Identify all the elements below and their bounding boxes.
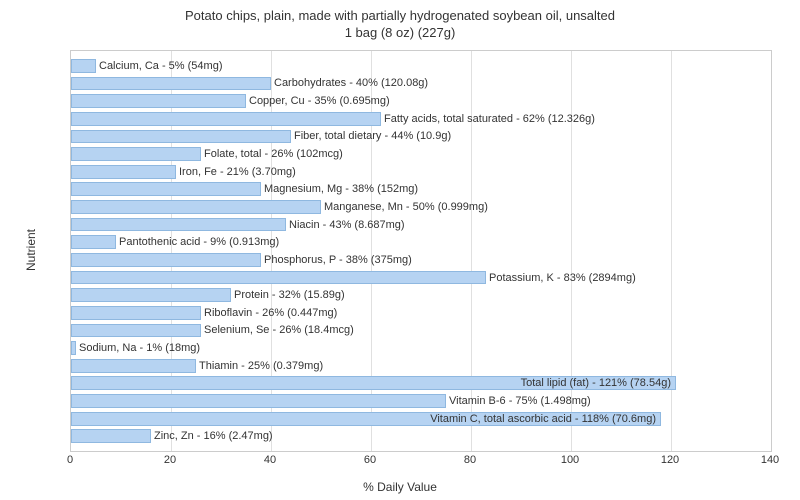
- bar-row: Folate, total - 26% (102mcg): [71, 145, 771, 163]
- nutrient-bar: Iron, Fe - 21% (3.70mg): [71, 165, 176, 179]
- nutrient-bar: Thiamin - 25% (0.379mg): [71, 359, 196, 373]
- nutrition-chart: Potato chips, plain, made with partially…: [0, 0, 800, 500]
- bar-row: Riboflavin - 26% (0.447mg): [71, 304, 771, 322]
- nutrient-bar: Magnesium, Mg - 38% (152mg): [71, 182, 261, 196]
- plot-area: Calcium, Ca - 5% (54mg) Carbohydrates - 4…: [70, 50, 772, 452]
- bar-row: Vitamin C, total ascorbic acid - 118% (7…: [71, 410, 771, 428]
- bar-row: Fatty acids, total saturated - 62% (12.3…: [71, 110, 771, 128]
- bar-row: Iron, Fe - 21% (3.70mg): [71, 163, 771, 181]
- bars-group: Calcium, Ca - 5% (54mg) Carbohydrates - 4…: [71, 57, 771, 445]
- bar-label: Folate, total - 26% (102mcg): [200, 148, 343, 160]
- bar-row: Carbohydrates - 40% (120.08g): [71, 75, 771, 93]
- bar-row: Vitamin B-6 - 75% (1.498mg): [71, 392, 771, 410]
- bar-row: Phosphorus, P - 38% (375mg): [71, 251, 771, 269]
- x-tick-label: 80: [464, 454, 476, 466]
- bar-row: Niacin - 43% (8.687mg): [71, 216, 771, 234]
- nutrient-bar: Selenium, Se - 26% (18.4mcg): [71, 324, 201, 338]
- nutrient-bar: Calcium, Ca - 5% (54mg): [71, 59, 96, 73]
- bar-row: Potassium, K - 83% (2894mg): [71, 269, 771, 287]
- title-line-2: 1 bag (8 oz) (227g): [345, 25, 456, 40]
- nutrient-bar: Riboflavin - 26% (0.447mg): [71, 306, 201, 320]
- bar-label: Pantothenic acid - 9% (0.913mg): [115, 236, 279, 248]
- bar-label: Protein - 32% (15.89g): [230, 289, 345, 301]
- nutrient-bar: Niacin - 43% (8.687mg): [71, 218, 286, 232]
- chart-title: Potato chips, plain, made with partially…: [0, 0, 800, 42]
- nutrient-bar: Protein - 32% (15.89g): [71, 288, 231, 302]
- x-tick-label: 100: [561, 454, 579, 466]
- nutrient-bar: Zinc, Zn - 16% (2.47mg): [71, 429, 151, 443]
- bar-row: Selenium, Se - 26% (18.4mcg): [71, 322, 771, 340]
- bar-label: Copper, Cu - 35% (0.695mg): [245, 95, 390, 107]
- bar-label: Niacin - 43% (8.687mg): [285, 219, 405, 231]
- bar-label: Total lipid (fat) - 121% (78.54g): [521, 377, 671, 389]
- y-axis-label: Nutrient: [24, 229, 38, 271]
- nutrient-bar: Pantothenic acid - 9% (0.913mg): [71, 235, 116, 249]
- bar-label: Potassium, K - 83% (2894mg): [485, 272, 636, 284]
- bar-row: Protein - 32% (15.89g): [71, 286, 771, 304]
- nutrient-bar: Potassium, K - 83% (2894mg): [71, 271, 486, 285]
- bar-label: Phosphorus, P - 38% (375mg): [260, 254, 412, 266]
- bar-row: Zinc, Zn - 16% (2.47mg): [71, 427, 771, 445]
- bar-row: Manganese, Mn - 50% (0.999mg): [71, 198, 771, 216]
- nutrient-bar: Sodium, Na - 1% (18mg): [71, 341, 76, 355]
- bar-row: Total lipid (fat) - 121% (78.54g): [71, 375, 771, 393]
- bar-label: Iron, Fe - 21% (3.70mg): [175, 166, 296, 178]
- bar-label: Sodium, Na - 1% (18mg): [75, 342, 200, 354]
- bar-label: Calcium, Ca - 5% (54mg): [95, 60, 222, 72]
- bar-label: Thiamin - 25% (0.379mg): [195, 360, 323, 372]
- bar-row: Copper, Cu - 35% (0.695mg): [71, 92, 771, 110]
- bar-row: Magnesium, Mg - 38% (152mg): [71, 180, 771, 198]
- nutrient-bar: Phosphorus, P - 38% (375mg): [71, 253, 261, 267]
- nutrient-bar: Vitamin B-6 - 75% (1.498mg): [71, 394, 446, 408]
- bar-label: Carbohydrates - 40% (120.08g): [270, 77, 428, 89]
- bar-row: Thiamin - 25% (0.379mg): [71, 357, 771, 375]
- bar-row: Fiber, total dietary - 44% (10.9g): [71, 128, 771, 146]
- bar-label: Vitamin C, total ascorbic acid - 118% (7…: [430, 413, 656, 425]
- nutrient-bar: Manganese, Mn - 50% (0.999mg): [71, 200, 321, 214]
- bar-label: Fatty acids, total saturated - 62% (12.3…: [380, 113, 595, 125]
- bar-label: Riboflavin - 26% (0.447mg): [200, 307, 337, 319]
- bar-row: Calcium, Ca - 5% (54mg): [71, 57, 771, 75]
- x-tick-label: 120: [661, 454, 679, 466]
- bar-label: Selenium, Se - 26% (18.4mcg): [200, 324, 354, 336]
- title-line-1: Potato chips, plain, made with partially…: [185, 8, 615, 23]
- bar-label: Fiber, total dietary - 44% (10.9g): [290, 130, 451, 142]
- bar-row: Pantothenic acid - 9% (0.913mg): [71, 233, 771, 251]
- x-tick-label: 0: [67, 454, 73, 466]
- nutrient-bar: Fiber, total dietary - 44% (10.9g): [71, 130, 291, 144]
- x-tick-label: 60: [364, 454, 376, 466]
- nutrient-bar: Folate, total - 26% (102mcg): [71, 147, 201, 161]
- x-axis-label: % Daily Value: [363, 480, 437, 494]
- nutrient-bar: Copper, Cu - 35% (0.695mg): [71, 94, 246, 108]
- nutrient-bar: Total lipid (fat) - 121% (78.54g): [71, 376, 676, 390]
- bar-label: Manganese, Mn - 50% (0.999mg): [320, 201, 488, 213]
- x-tick-label: 140: [761, 454, 779, 466]
- nutrient-bar: Fatty acids, total saturated - 62% (12.3…: [71, 112, 381, 126]
- nutrient-bar: Carbohydrates - 40% (120.08g): [71, 77, 271, 91]
- bar-row: Sodium, Na - 1% (18mg): [71, 339, 771, 357]
- x-tick-label: 40: [264, 454, 276, 466]
- bar-label: Magnesium, Mg - 38% (152mg): [260, 183, 418, 195]
- bar-label: Vitamin B-6 - 75% (1.498mg): [445, 395, 591, 407]
- x-tick-label: 20: [164, 454, 176, 466]
- bar-label: Zinc, Zn - 16% (2.47mg): [150, 430, 273, 442]
- nutrient-bar: Vitamin C, total ascorbic acid - 118% (7…: [71, 412, 661, 426]
